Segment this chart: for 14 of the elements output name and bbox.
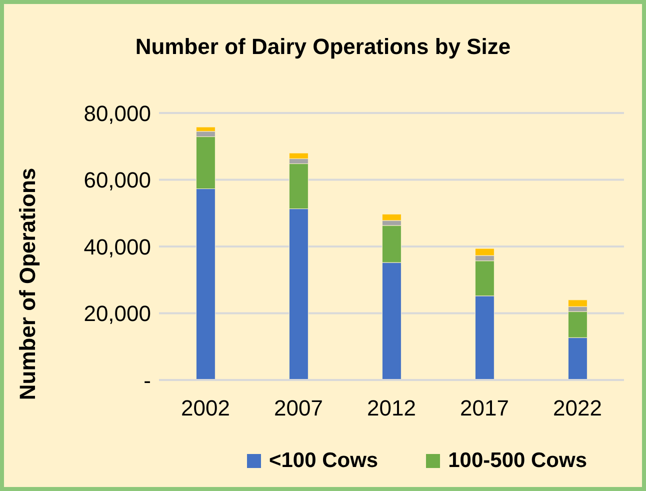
chart-title: Number of Dairy Operations by Size <box>134 34 512 60</box>
legend-label: <100 Cows <box>268 449 378 473</box>
y-tick-label: 40,000 <box>84 234 151 260</box>
y-axis-title: Number of Operations <box>15 168 41 400</box>
x-tick-label: 2002 <box>181 396 230 421</box>
y-tick-label: - <box>144 368 151 393</box>
x-tick-label: 2007 <box>274 396 323 421</box>
legend-label: 100-500 Cows <box>448 449 588 473</box>
x-tick-label: 2017 <box>460 396 509 421</box>
y-tick-label: 80,000 <box>84 100 151 126</box>
y-tick-label: 20,000 <box>84 301 151 326</box>
x-tick-label: 2022 <box>553 396 602 421</box>
x-tick-label: 2012 <box>367 396 416 421</box>
y-tick-label: 60,000 <box>84 168 151 193</box>
